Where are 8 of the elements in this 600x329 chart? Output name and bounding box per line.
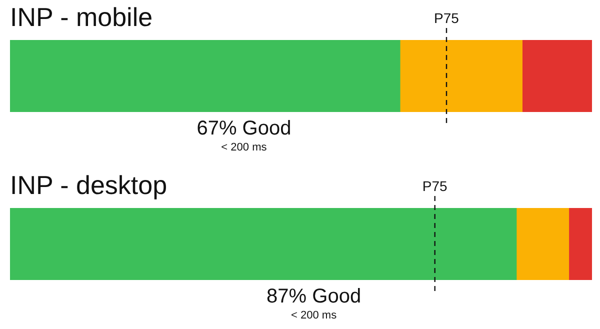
ref-line-label: P75 <box>434 10 460 26</box>
ref-line-label: P75 <box>422 178 448 194</box>
text: < 200 ms <box>291 310 338 322</box>
text: 67% Good <box>196 118 292 140</box>
text: < 200 ms <box>221 142 268 154</box>
text: 87% Good <box>266 286 362 308</box>
chart-title: INP - desktop <box>10 170 168 200</box>
chart-title: INP - mobile <box>10 2 153 32</box>
